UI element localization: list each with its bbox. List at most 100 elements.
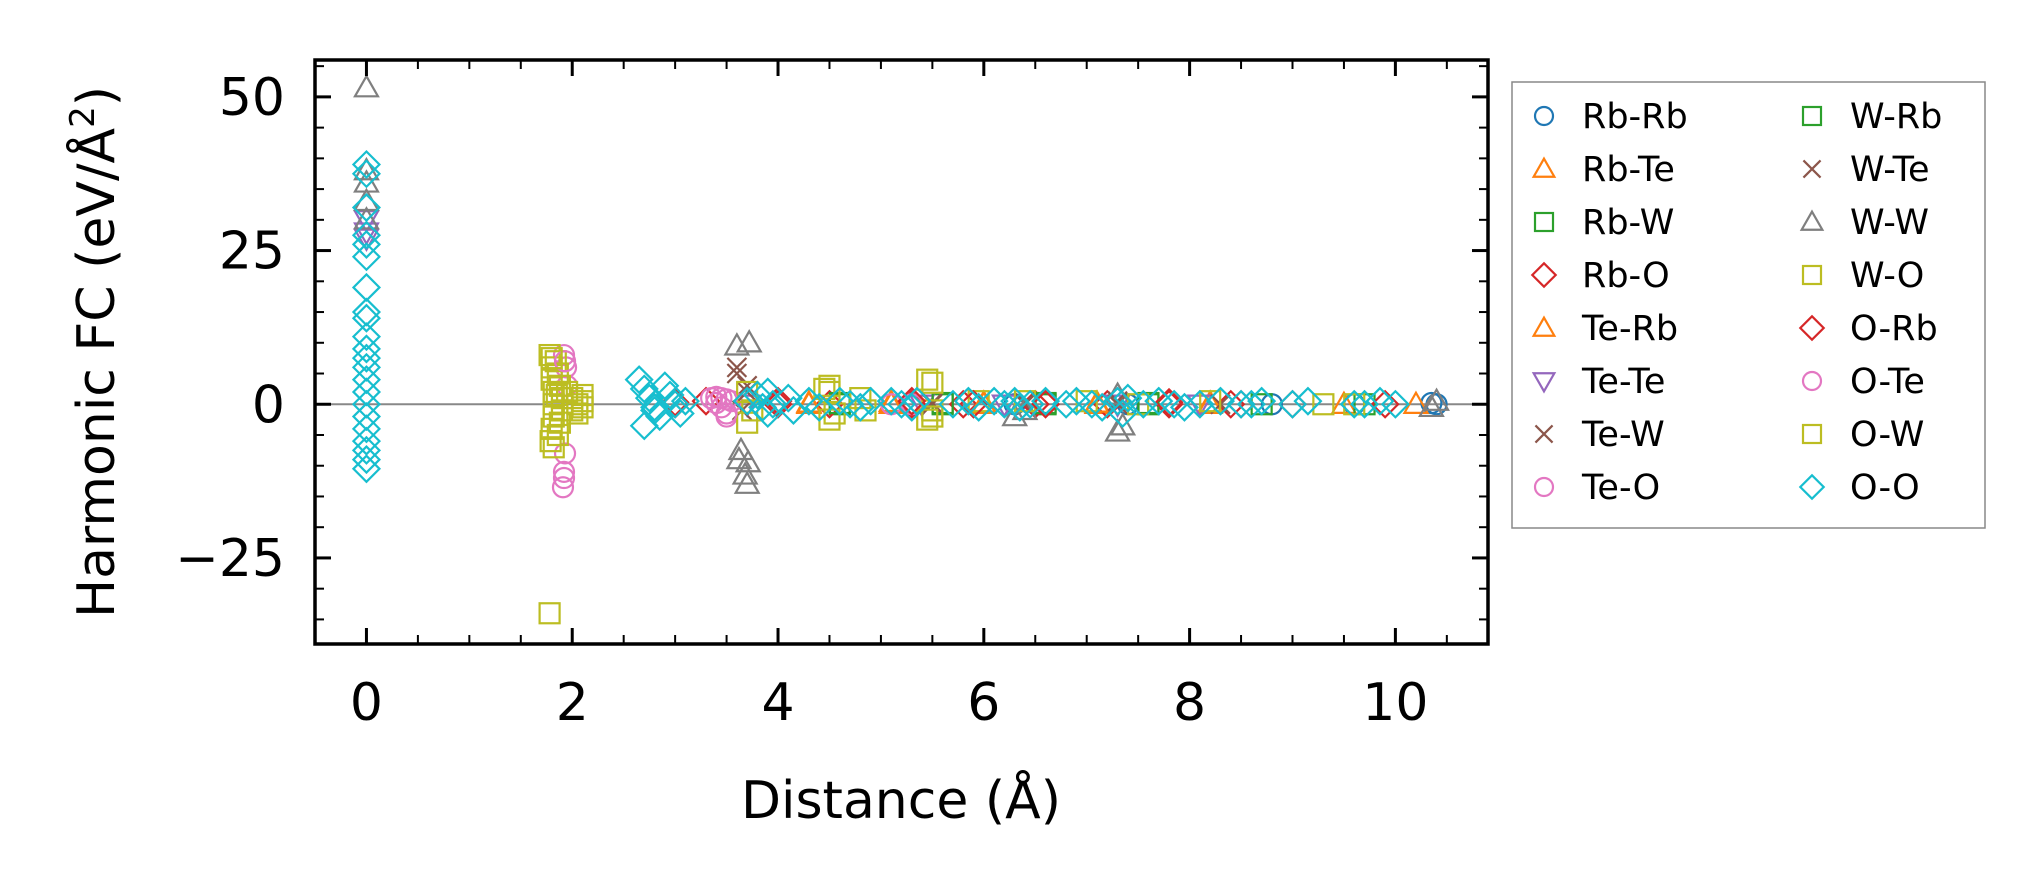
- data-point: [351, 322, 382, 352]
- data-point: [546, 423, 569, 447]
- legend-marker: [1799, 209, 1825, 231]
- legend-entry: Rb-O: [1530, 256, 1670, 296]
- legend-entry: Rb-Te: [1531, 150, 1675, 190]
- data-point: [351, 426, 382, 456]
- data-point: [1169, 392, 1200, 422]
- data-point: [1236, 389, 1266, 419]
- data-point: [705, 385, 728, 408]
- data-point: [1104, 418, 1131, 442]
- legend-label: O-W: [1850, 415, 1924, 455]
- data-point: [758, 389, 788, 419]
- data-point: [1015, 389, 1045, 419]
- legend-marker: [1533, 211, 1555, 233]
- data-point: [1199, 390, 1222, 413]
- y-tick-label: 50: [219, 68, 285, 128]
- x-axis-label: Distance (Å): [741, 769, 1061, 831]
- data-point: [1277, 389, 1308, 419]
- data-point: [921, 405, 944, 428]
- data-point: [921, 371, 944, 394]
- legend-label: Te-Te: [1581, 362, 1665, 402]
- data-point: [753, 398, 783, 429]
- legend-marker: [1802, 159, 1822, 179]
- data-point: [1154, 387, 1184, 417]
- legend-label: Te-W: [1581, 415, 1665, 455]
- data-point: [538, 602, 561, 625]
- data-point: [655, 380, 685, 410]
- data-point: [1030, 389, 1061, 419]
- data-point: [856, 386, 886, 416]
- data-point: [538, 343, 561, 367]
- legend-entry: O-O: [1798, 468, 1920, 508]
- tick-labels: 0 2 4 6 8 10 −25 0 25 50: [175, 68, 1428, 733]
- data-point: [938, 389, 968, 419]
- axis-ticks: [314, 60, 1488, 644]
- x-tick-label: 8: [1173, 673, 1206, 733]
- data-point: [1418, 393, 1445, 418]
- y-tick-label: 0: [252, 375, 285, 435]
- data-point: [1109, 412, 1137, 436]
- data-point: [553, 350, 577, 373]
- data-point: [540, 347, 563, 370]
- x-tick-label: 10: [1362, 673, 1428, 733]
- x-tick-label: 4: [761, 673, 794, 733]
- data-point: [351, 435, 382, 465]
- data-point: [902, 386, 932, 416]
- data-point: [351, 343, 382, 373]
- data-point: [735, 329, 763, 353]
- data-point: [351, 272, 382, 303]
- legend-label: O-O: [1850, 468, 1920, 508]
- data-point: [964, 392, 994, 422]
- data-point: [1293, 386, 1323, 416]
- data-point: [1005, 392, 1035, 422]
- data-point: [742, 380, 773, 410]
- legend-entry: Te-Rb: [1531, 309, 1678, 349]
- data-point: [825, 386, 855, 416]
- data-point: [818, 380, 841, 404]
- data-point: [1087, 392, 1117, 422]
- data-point: [733, 470, 761, 494]
- data-point: [726, 357, 748, 378]
- data-point: [916, 368, 939, 391]
- data-point: [1402, 390, 1430, 414]
- data-point: [353, 210, 380, 234]
- legend-marker: [1533, 476, 1555, 498]
- data-point: [1339, 389, 1369, 419]
- data-point: [734, 448, 762, 473]
- data-point: [1051, 389, 1081, 419]
- legend-label: Rb-Te: [1582, 150, 1675, 190]
- data-point: [1423, 387, 1450, 411]
- data-point: [542, 380, 565, 404]
- data-point: [351, 303, 382, 333]
- legend-marker: [1798, 473, 1826, 501]
- data-point: [629, 411, 659, 441]
- legend-marker: [1531, 156, 1557, 178]
- data-point: [351, 334, 382, 364]
- legend-entry: Rb-W: [1533, 203, 1674, 243]
- legend-label: Rb-W: [1582, 203, 1674, 243]
- legend-entry: O-Te: [1801, 362, 1925, 402]
- data-point: [351, 229, 382, 259]
- data-point: [886, 389, 917, 419]
- legend-entry: W-O: [1801, 256, 1924, 296]
- data-point: [545, 383, 568, 407]
- data-point: [353, 206, 380, 230]
- data-point: [566, 402, 589, 425]
- data-point: [731, 461, 759, 485]
- legend-marker: [1801, 423, 1823, 445]
- legend-label: O-Rb: [1850, 309, 1938, 349]
- data-point: [732, 386, 762, 416]
- legend-marker: [1534, 424, 1554, 444]
- legend-marker: [1801, 264, 1823, 286]
- series-o-o: [351, 149, 1410, 484]
- series-o-w: [540, 347, 944, 459]
- data-point: [351, 220, 382, 250]
- data-point: [1205, 386, 1236, 416]
- legend: Rb-Rb Rb-Te Rb-W Rb-O Te-Rb Te-Te Te-W Te-O W-Rb…: [1511, 81, 1986, 529]
- legend-label: W-Rb: [1850, 97, 1942, 137]
- legend-entry: W-W: [1799, 203, 1929, 243]
- data-point: [795, 389, 823, 413]
- data-point: [773, 383, 803, 413]
- data-point: [551, 476, 575, 499]
- legend-label: O-Te: [1850, 362, 1925, 402]
